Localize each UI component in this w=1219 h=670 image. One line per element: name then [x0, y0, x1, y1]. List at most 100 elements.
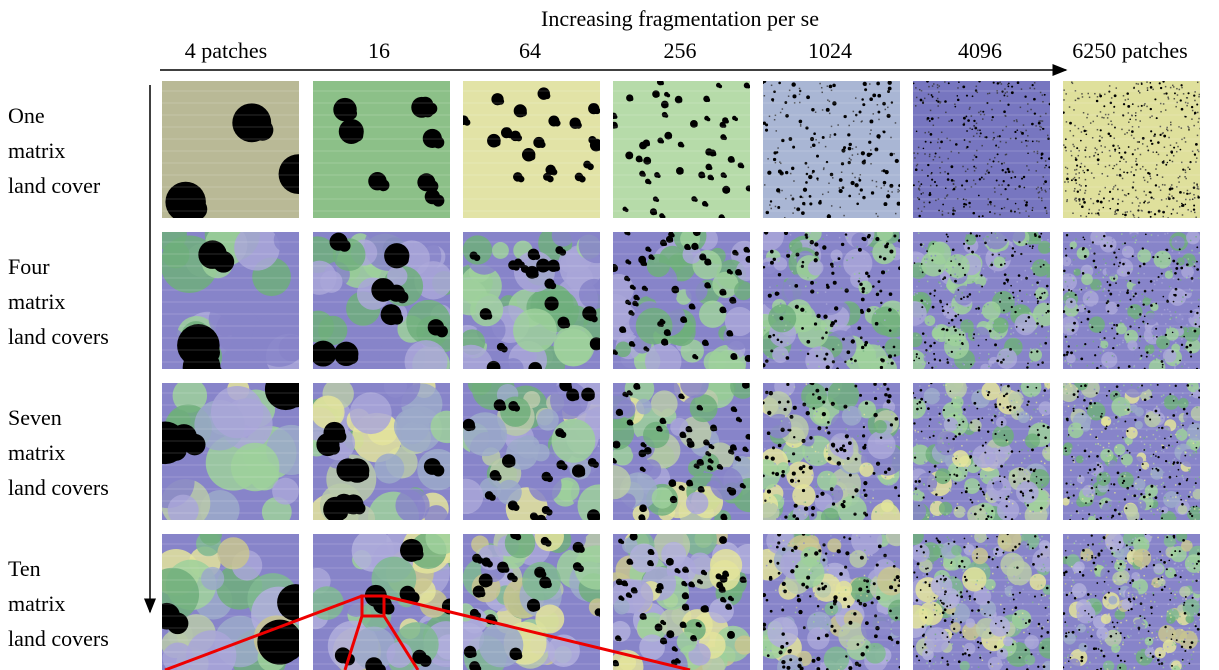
habitat-patch [977, 418, 979, 420]
speckle [953, 456, 955, 458]
speckle [827, 99, 829, 101]
speckle [1098, 272, 1100, 274]
tile-background [763, 81, 900, 218]
habitat-patch [675, 289, 679, 293]
habitat-patch [636, 297, 640, 301]
speckle [1070, 130, 1072, 132]
speckle [877, 341, 879, 343]
speckle [1036, 140, 1038, 142]
speckle [997, 307, 999, 309]
speckle [966, 360, 968, 362]
habitat-patch [883, 382, 886, 385]
speckle [776, 285, 778, 287]
habitat-patch [515, 135, 522, 142]
habitat-patch [1165, 92, 1167, 94]
habitat-patch [844, 288, 848, 292]
habitat-patch [1014, 311, 1016, 313]
speckle [961, 419, 963, 421]
habitat-patch [765, 359, 768, 362]
habitat-patch [1097, 212, 1099, 214]
speckle [1076, 494, 1078, 496]
habitat-patch [1004, 434, 1006, 436]
speckle [951, 447, 953, 449]
speckle [1096, 458, 1098, 460]
speckle [977, 459, 979, 461]
speckle [1101, 336, 1103, 338]
habitat-patch [692, 306, 696, 310]
speckle [857, 497, 859, 499]
speckle [1185, 296, 1187, 298]
speckle [1124, 341, 1126, 343]
speckle [1181, 87, 1183, 89]
speckle [812, 475, 814, 477]
habitat-patch [887, 90, 890, 93]
habitat-patch [632, 286, 636, 290]
speckle [969, 451, 971, 453]
habitat-patch [1146, 351, 1148, 353]
habitat-patch [1065, 336, 1067, 338]
habitat-patch [1042, 425, 1044, 427]
habitat-patch [707, 285, 711, 289]
land-cover-patch [1096, 472, 1110, 486]
speckle [1194, 490, 1196, 492]
habitat-patch [794, 284, 798, 288]
habitat-patch [1159, 134, 1161, 136]
speckle [1035, 125, 1037, 127]
land-cover-patch [734, 281, 753, 300]
speckle [1182, 318, 1184, 320]
speckle [1140, 110, 1142, 112]
speckle [870, 502, 872, 504]
speckle [943, 419, 945, 421]
habitat-patch [1141, 83, 1143, 85]
habitat-patch [614, 115, 618, 119]
habitat-patch [589, 312, 596, 319]
habitat-patch [882, 346, 884, 348]
speckle [877, 291, 879, 293]
speckle [1089, 156, 1091, 158]
speckle [957, 427, 959, 429]
speckle [790, 234, 792, 236]
habitat-patch [1169, 393, 1171, 395]
tile-content [1059, 228, 1208, 375]
habitat-patch [942, 204, 944, 206]
land-cover-patch [1124, 504, 1138, 518]
speckle [1185, 178, 1187, 180]
habitat-patch [945, 480, 947, 482]
speckle [1019, 212, 1021, 214]
speckle [1195, 389, 1197, 391]
habitat-patch [1042, 128, 1044, 130]
habitat-patch [887, 394, 891, 398]
speckle [1000, 194, 1002, 196]
tile-content [459, 81, 603, 218]
land-cover-patch [1114, 444, 1125, 455]
habitat-patch [1029, 245, 1031, 247]
speckle [1107, 117, 1109, 119]
speckle [998, 147, 1000, 149]
speckle [1004, 486, 1006, 488]
speckle [1146, 436, 1148, 438]
habitat-patch [1074, 179, 1076, 181]
speckle [1004, 398, 1006, 400]
speckle [774, 463, 776, 465]
tile [448, 365, 621, 530]
speckle [993, 499, 995, 501]
habitat-patch [1005, 239, 1007, 241]
speckle [1117, 260, 1119, 262]
habitat-patch [1003, 95, 1005, 97]
habitat-patch [1165, 164, 1167, 166]
habitat-patch [1129, 280, 1131, 282]
speckle [944, 514, 946, 516]
speckle [1193, 182, 1195, 184]
tile [597, 369, 767, 528]
habitat-patch [858, 280, 860, 282]
speckle [961, 292, 963, 294]
speckle [1105, 330, 1107, 332]
speckle [1024, 200, 1026, 202]
habitat-patch [1025, 204, 1028, 207]
habitat-patch [1038, 235, 1041, 238]
habitat-patch [985, 442, 987, 444]
habitat-patch [1044, 207, 1046, 209]
speckle [1102, 471, 1104, 473]
speckle [984, 306, 986, 308]
tile-content [1062, 80, 1200, 219]
